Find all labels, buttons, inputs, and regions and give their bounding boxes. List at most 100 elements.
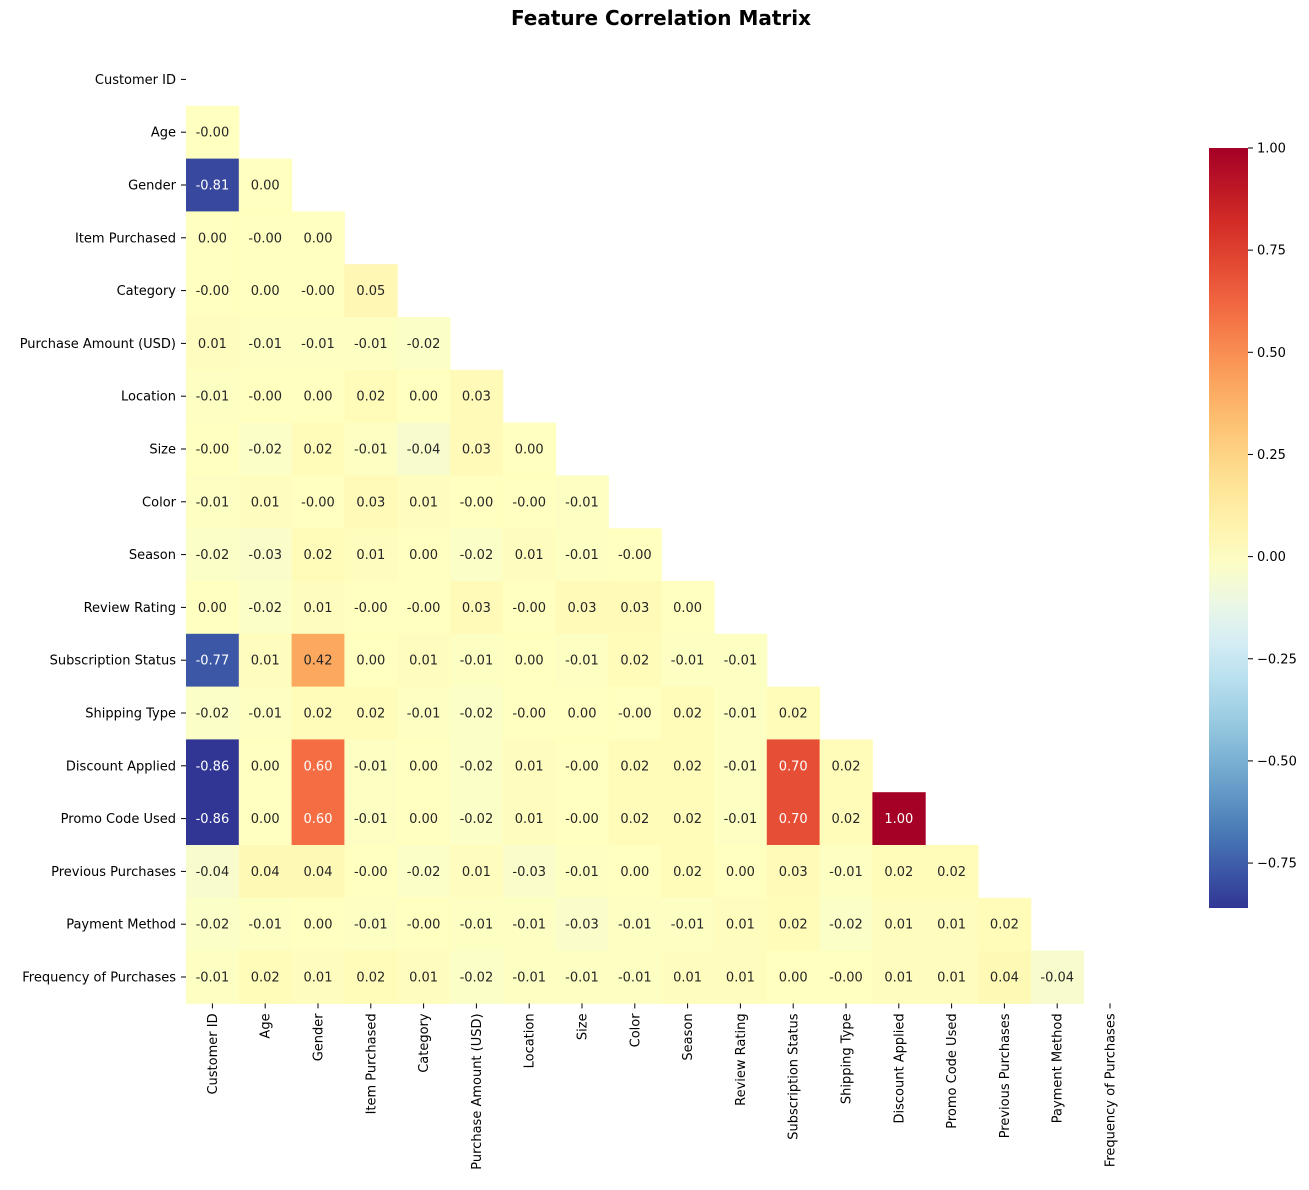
y-tick-label: Subscription Status bbox=[50, 654, 177, 669]
x-tick-label: Age bbox=[259, 1013, 274, 1038]
cell-value-label: -0.02 bbox=[460, 548, 494, 563]
colorbar: 1.00 0.75 0.50 0.25 0.00 −0.25 −0.50 −0.75 bbox=[1209, 142, 1297, 908]
heatmap-cell bbox=[397, 686, 451, 740]
x-tick-label: Discount Applied bbox=[892, 1013, 907, 1123]
heatmap-cell bbox=[766, 897, 821, 952]
chart-title: Feature Correlation Matrix bbox=[511, 6, 811, 30]
cell-value-label: 0.02 bbox=[990, 918, 1019, 933]
cell-value-label: -0.03 bbox=[512, 865, 546, 880]
heatmap-cell bbox=[714, 950, 768, 1004]
heatmap-cell bbox=[186, 264, 240, 318]
cell-value-label: 0.00 bbox=[779, 971, 808, 986]
cell-value-label: 0.01 bbox=[515, 759, 544, 774]
cell-value-label: -0.01 bbox=[354, 759, 388, 774]
cell-value-label: 0.03 bbox=[568, 601, 597, 616]
cell-value-label: 0.02 bbox=[304, 707, 333, 722]
x-axis: Customer ID Age Gender Item Purchased Catego… bbox=[206, 1003, 1119, 1170]
heatmap-cell-labels: -0.00 -0.81 0.00 0.00 -0.00 0.00 -0.00 0.00 -0.0… bbox=[196, 126, 1074, 986]
heatmap-cell bbox=[186, 211, 240, 265]
cell-value-label: -0.00 bbox=[565, 759, 599, 774]
heatmap-cell bbox=[555, 792, 609, 846]
cell-value-label: 0.70 bbox=[779, 812, 808, 827]
cell-value-label: 0.01 bbox=[251, 495, 280, 510]
heatmap-cell bbox=[397, 739, 451, 793]
heatmap-cell bbox=[238, 792, 293, 846]
cell-value-label: -0.01 bbox=[671, 918, 705, 933]
cell-value-label: -0.00 bbox=[512, 707, 546, 722]
heatmap-cell bbox=[502, 792, 557, 846]
cell-value-label: -0.02 bbox=[460, 971, 494, 986]
cell-value-label: 1.00 bbox=[884, 812, 913, 827]
heatmap-cell bbox=[450, 950, 504, 1004]
heatmap-cell bbox=[714, 897, 768, 952]
cell-value-label: 0.01 bbox=[937, 918, 966, 933]
cell-value-label: -0.01 bbox=[618, 971, 652, 986]
heatmap-cell bbox=[502, 422, 557, 476]
cell-value-label: -0.01 bbox=[512, 918, 546, 933]
heatmap-cell bbox=[450, 475, 504, 529]
x-tick-label: Frequency of Purchases bbox=[1104, 1013, 1119, 1167]
heatmap-cell bbox=[186, 950, 240, 1004]
x-tick-label: Color bbox=[628, 1013, 643, 1048]
heatmap-cell bbox=[555, 475, 609, 529]
cell-value-label: -0.86 bbox=[196, 759, 230, 774]
heatmap-cell bbox=[238, 264, 293, 318]
heatmap-cell bbox=[608, 792, 662, 846]
x-tick-label: Promo Code Used bbox=[945, 1013, 960, 1128]
cell-value-label: -0.04 bbox=[407, 443, 441, 458]
cell-value-label: -0.01 bbox=[565, 654, 599, 669]
cell-value-label: 0.00 bbox=[726, 865, 755, 880]
heatmap-cell bbox=[1030, 950, 1085, 1004]
heatmap-cell bbox=[291, 739, 345, 793]
cell-value-label: 0.00 bbox=[251, 812, 280, 827]
heatmap-cell bbox=[186, 422, 240, 476]
cell-value-label: 0.01 bbox=[462, 865, 491, 880]
cell-value-label: -0.02 bbox=[829, 918, 863, 933]
heatmap-cell bbox=[186, 158, 240, 212]
heatmap-cell bbox=[344, 897, 398, 952]
heatmap-cell bbox=[238, 475, 293, 529]
cell-value-label: -0.02 bbox=[407, 865, 441, 880]
cell-value-label: 0.00 bbox=[409, 812, 438, 827]
cell-value-label: -0.01 bbox=[565, 865, 599, 880]
heatmap-cell bbox=[238, 950, 293, 1004]
heatmap-cell bbox=[344, 581, 398, 635]
x-tick-label: Review Rating bbox=[734, 1013, 749, 1105]
x-tick-label: Customer ID bbox=[206, 1013, 221, 1094]
heatmap-cell bbox=[450, 897, 504, 952]
cell-value-label: 0.02 bbox=[620, 812, 649, 827]
heatmap-cell bbox=[978, 950, 1032, 1004]
cell-value-label: -0.01 bbox=[248, 337, 282, 352]
cell-value-label: -0.01 bbox=[565, 548, 599, 563]
cell-value-label: -0.01 bbox=[565, 495, 599, 510]
x-tick-label: Payment Method bbox=[1051, 1013, 1066, 1123]
cell-value-label: -0.01 bbox=[248, 707, 282, 722]
heatmap-cell bbox=[502, 739, 557, 793]
x-tick-label: Location bbox=[523, 1013, 538, 1068]
heatmap-cell bbox=[186, 686, 240, 740]
cell-value-label: -0.04 bbox=[1040, 971, 1074, 986]
y-tick-label: Gender bbox=[128, 179, 177, 194]
heatmap-cell bbox=[344, 369, 398, 424]
cell-value-label: -0.01 bbox=[196, 971, 230, 986]
cell-value-label: -0.01 bbox=[618, 918, 652, 933]
heatmap-cell bbox=[872, 897, 926, 952]
heatmap-cell bbox=[291, 633, 345, 688]
heatmap-cell bbox=[291, 475, 345, 529]
cell-value-label: 0.02 bbox=[779, 918, 808, 933]
y-tick-label: Location bbox=[121, 390, 176, 405]
y-tick-label: Frequency of Purchases bbox=[22, 971, 176, 986]
heatmap-cell bbox=[978, 897, 1032, 952]
cell-value-label: 0.00 bbox=[251, 759, 280, 774]
heatmap-cell bbox=[291, 264, 345, 318]
cell-value-label: 0.01 bbox=[515, 548, 544, 563]
heatmap-cell bbox=[555, 897, 609, 952]
cell-value-label: 0.00 bbox=[251, 179, 280, 194]
heatmap-cell bbox=[186, 845, 240, 899]
cell-value-label: 0.04 bbox=[304, 865, 333, 880]
heatmap-cell bbox=[714, 739, 768, 793]
heatmap-cell bbox=[291, 211, 345, 265]
x-tick-label: Purchase Amount (USD) bbox=[470, 1013, 485, 1169]
heatmap-cell bbox=[397, 845, 451, 899]
cell-value-label: 0.02 bbox=[673, 707, 702, 722]
